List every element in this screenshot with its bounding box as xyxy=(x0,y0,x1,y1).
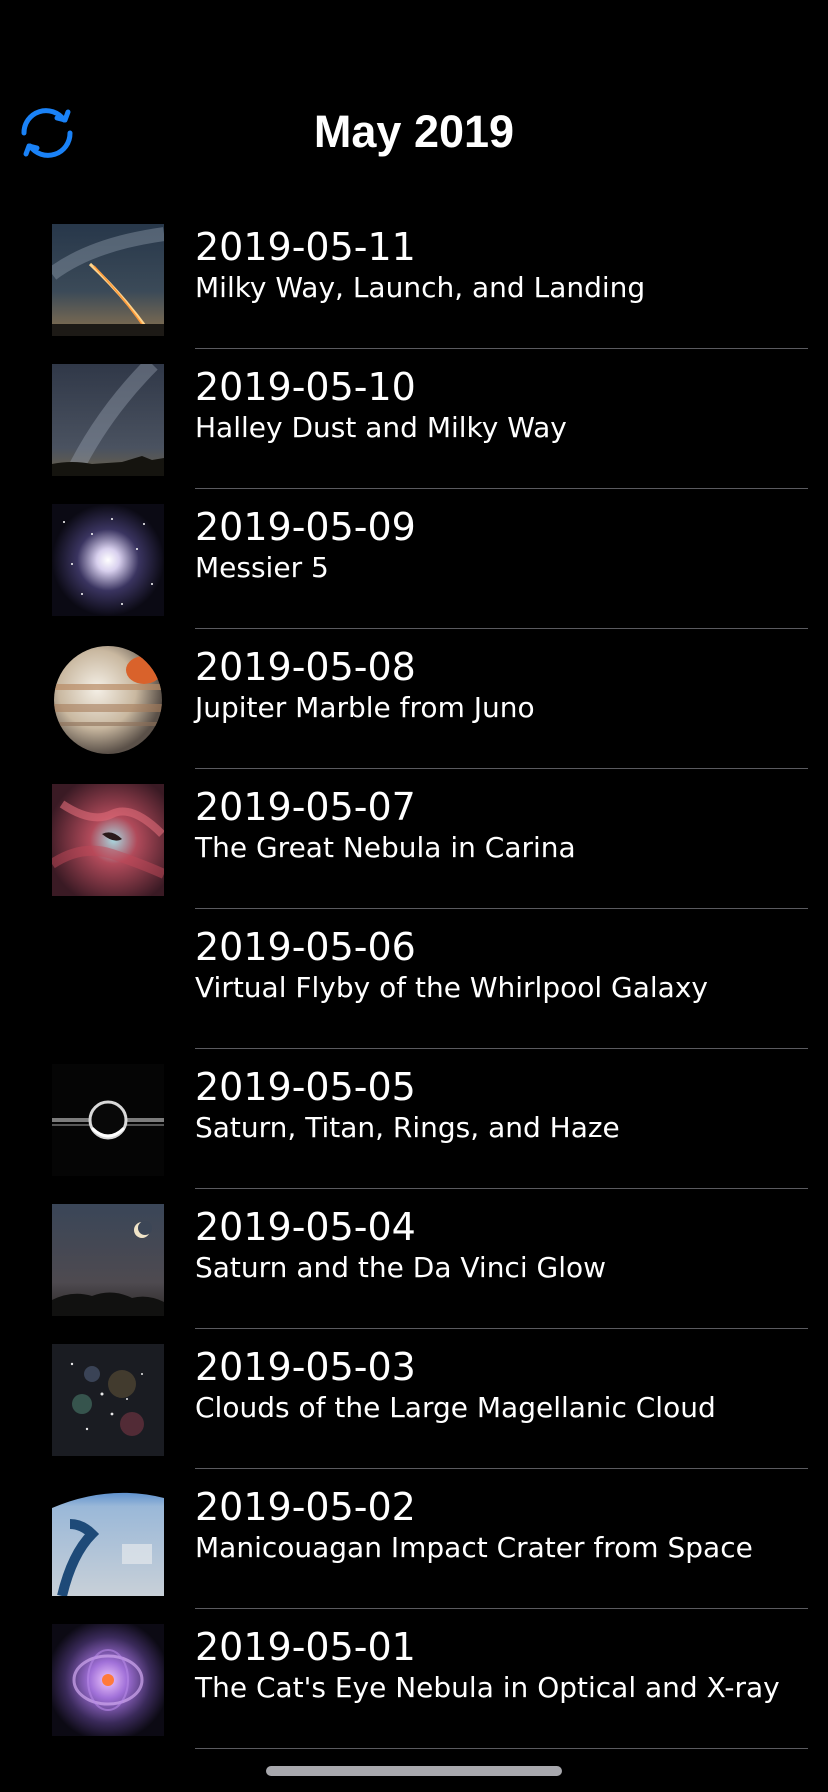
divider xyxy=(195,1328,808,1329)
apod-list: 2019-05-11 Milky Way, Launch, and Landin… xyxy=(0,210,828,1750)
entry-title: Saturn, Titan, Rings, and Haze xyxy=(195,1111,620,1144)
list-item[interactable]: 2019-05-04 Saturn and the Da Vinci Glow xyxy=(0,1190,828,1330)
entry-title: Messier 5 xyxy=(195,551,329,584)
entry-date: 2019-05-07 xyxy=(195,785,416,829)
thumbnail-image xyxy=(52,1624,164,1736)
entry-date: 2019-05-04 xyxy=(195,1205,416,1249)
entry-title: Manicouagan Impact Crater from Space xyxy=(195,1531,753,1564)
entry-title: The Cat's Eye Nebula in Optical and X-ra… xyxy=(195,1671,780,1704)
list-item[interactable]: 2019-05-01 The Cat's Eye Nebula in Optic… xyxy=(0,1610,828,1750)
list-item[interactable]: 2019-05-06 Virtual Flyby of the Whirlpoo… xyxy=(0,910,828,1050)
entry-date: 2019-05-01 xyxy=(195,1625,416,1669)
divider xyxy=(195,908,808,909)
entry-date: 2019-05-03 xyxy=(195,1345,416,1389)
list-item[interactable]: 2019-05-03 Clouds of the Large Magellani… xyxy=(0,1330,828,1470)
entry-title: The Great Nebula in Carina xyxy=(195,831,576,864)
divider xyxy=(195,348,808,349)
list-item[interactable]: 2019-05-07 The Great Nebula in Carina xyxy=(0,770,828,910)
list-item[interactable]: 2019-05-05 Saturn, Titan, Rings, and Haz… xyxy=(0,1050,828,1190)
divider xyxy=(195,488,808,489)
divider xyxy=(195,1188,808,1189)
refresh-icon xyxy=(21,108,73,158)
list-item[interactable]: 2019-05-09 Messier 5 xyxy=(0,490,828,630)
list-item[interactable]: 2019-05-11 Milky Way, Launch, and Landin… xyxy=(0,210,828,350)
list-item[interactable]: 2019-05-10 Halley Dust and Milky Way xyxy=(0,350,828,490)
entry-title: Virtual Flyby of the Whirlpool Galaxy xyxy=(195,971,708,1004)
home-indicator[interactable] xyxy=(266,1766,562,1776)
divider xyxy=(195,628,808,629)
thumbnail-image xyxy=(52,1484,164,1596)
entry-title: Saturn and the Da Vinci Glow xyxy=(195,1251,607,1284)
entry-date: 2019-05-09 xyxy=(195,505,416,549)
entry-title: Halley Dust and Milky Way xyxy=(195,411,567,444)
entry-date: 2019-05-06 xyxy=(195,925,416,969)
thumbnail-image xyxy=(52,364,164,476)
entry-title: Clouds of the Large Magellanic Cloud xyxy=(195,1391,716,1424)
thumbnail-image xyxy=(52,1064,164,1176)
entry-date: 2019-05-11 xyxy=(195,225,416,269)
divider xyxy=(195,1048,808,1049)
refresh-button[interactable] xyxy=(14,103,80,163)
entry-title: Milky Way, Launch, and Landing xyxy=(195,271,646,304)
thumbnail-image xyxy=(52,504,164,616)
divider xyxy=(195,768,808,769)
page-title: May 2019 xyxy=(313,106,515,157)
list-item[interactable]: 2019-05-08 Jupiter Marble from Juno xyxy=(0,630,828,770)
divider xyxy=(195,1748,808,1749)
entry-date: 2019-05-05 xyxy=(195,1065,416,1109)
thumbnail-image xyxy=(52,644,164,756)
thumbnail-image xyxy=(52,1204,164,1316)
entry-title: Jupiter Marble from Juno xyxy=(195,691,535,724)
entry-date: 2019-05-02 xyxy=(195,1485,416,1529)
list-item[interactable]: 2019-05-02 Manicouagan Impact Crater fro… xyxy=(0,1470,828,1610)
thumbnail-image xyxy=(52,224,164,336)
entry-date: 2019-05-10 xyxy=(195,365,416,409)
thumbnail-image xyxy=(52,1344,164,1456)
entry-date: 2019-05-08 xyxy=(195,645,416,689)
divider xyxy=(195,1468,808,1469)
divider xyxy=(195,1608,808,1609)
thumbnail-image xyxy=(52,784,164,896)
